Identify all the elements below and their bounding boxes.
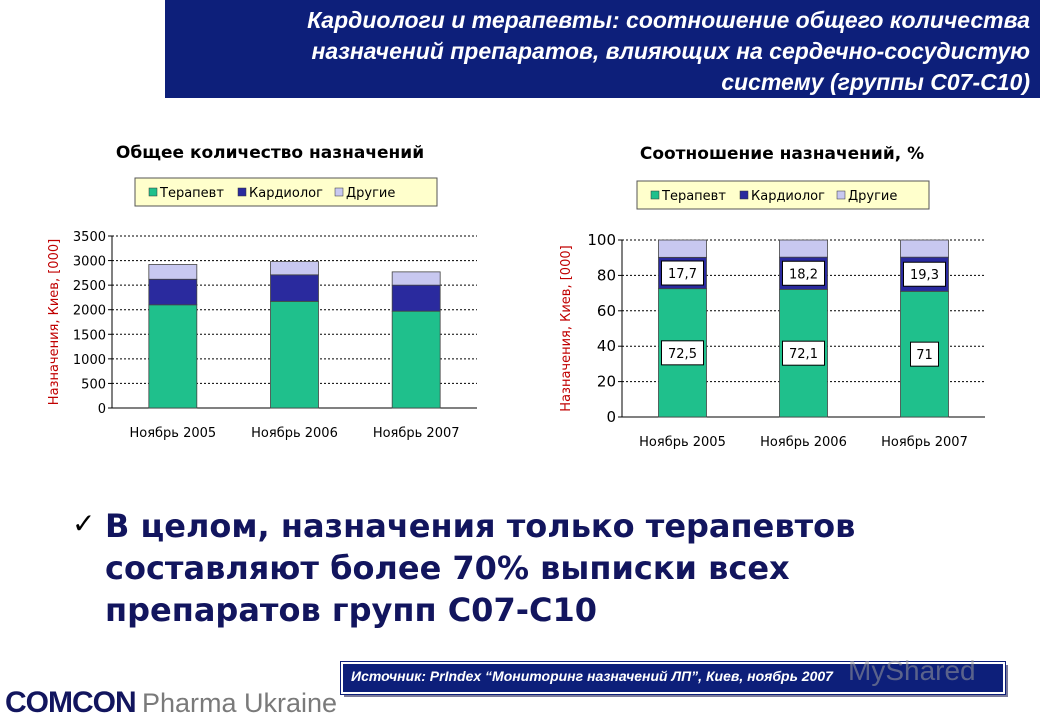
bar-other <box>779 239 828 258</box>
y-tick-label: 3500 <box>73 230 106 245</box>
data-label-therapist: 72,5 <box>668 347 697 362</box>
y-tick-label: 80 <box>597 266 616 284</box>
y-axis-label: Назначения, Киев, [000] <box>47 239 62 405</box>
y-tick-label: 20 <box>597 373 616 391</box>
bar-therapist <box>148 304 198 409</box>
y-tick-label: 0 <box>606 408 616 426</box>
checkmark-icon: ✓ <box>72 507 96 540</box>
y-tick-label: 2000 <box>73 304 106 319</box>
data-label-cardiologist: 19,3 <box>910 268 939 283</box>
bar-cardiologist <box>148 278 198 306</box>
chart-title: Общее количество назначений <box>116 143 424 163</box>
data-label-box <box>782 260 825 286</box>
slide-title-line-2: назначений препаратов, влияющих на серде… <box>311 38 1030 64</box>
legend-swatch-cardiologist <box>739 190 749 200</box>
bar-cardiologist <box>270 274 319 302</box>
legend-box <box>636 180 930 210</box>
x-tick-label: Ноябрь 2007 <box>881 435 968 450</box>
data-label-box <box>782 340 825 366</box>
bar-therapist <box>391 310 441 409</box>
y-axis-label: Назначения, Киев, [000] <box>559 245 574 411</box>
data-label-box <box>661 260 704 286</box>
summary-text: В целом, назначения только терапевтов со… <box>105 507 856 629</box>
prescription-share-chart: Соотношение назначений, % Терапевт Кардиол… <box>559 144 985 450</box>
legend-label-other: Другие <box>346 186 395 201</box>
legend-swatch-other <box>836 190 846 200</box>
legend-box <box>134 177 438 207</box>
legend-swatch-therapist <box>650 190 660 200</box>
logo-brand: COMCON <box>5 686 137 719</box>
bar-other <box>658 239 707 258</box>
source-box: Источник: PrIndex “Мониторинг назначений… <box>340 661 1006 695</box>
y-tick-label: 1000 <box>73 353 106 368</box>
y-tick-label: 60 <box>597 302 616 320</box>
bar-cardiologist <box>391 284 441 312</box>
slide-title: Кардиологи и терапевты: соотношение обще… <box>170 5 1030 98</box>
header-banner: Кардиологи и терапевты: соотношение обще… <box>165 0 1040 98</box>
y-tick-label: 1500 <box>73 328 106 343</box>
x-tick-label: Ноябрь 2006 <box>251 426 338 441</box>
data-label-box <box>661 340 704 366</box>
legend-label-other: Другие <box>848 189 897 204</box>
data-label-box <box>910 341 939 367</box>
legend-label-cardiologist: Кардиолог <box>751 189 825 204</box>
x-tick-label: Ноябрь 2005 <box>129 426 216 441</box>
y-tick-label: 2500 <box>73 279 106 294</box>
x-tick-label: Ноябрь 2006 <box>760 435 847 450</box>
data-label-box <box>903 261 946 287</box>
company-logo: COMCON Pharma Ukraine <box>0 686 360 720</box>
bar-other <box>270 261 319 276</box>
chart-title: Соотношение назначений, % <box>640 144 924 164</box>
bar-other <box>391 271 441 286</box>
slide-title-line-3: систему (группы С07-С10) <box>721 69 1030 95</box>
legend-label-therapist: Терапевт <box>661 189 726 204</box>
bar-other <box>900 239 949 258</box>
legend-label-cardiologist: Кардиолог <box>249 186 323 201</box>
slide-title-line-1: Кардиологи и терапевты: соотношение обще… <box>307 7 1030 33</box>
watermark-text: MyShared <box>848 655 976 686</box>
y-tick-label: 0 <box>98 402 106 417</box>
total-prescriptions-chart: Общее количество назначений Терапевт Карди… <box>47 143 477 441</box>
data-label-cardiologist: 17,7 <box>668 267 697 282</box>
source-text: Источник: PrIndex “Мониторинг назначений… <box>351 668 833 684</box>
bar-other <box>148 264 198 280</box>
y-tick-label: 40 <box>597 337 616 355</box>
legend-swatch-other <box>334 187 344 197</box>
y-tick-label: 500 <box>81 377 106 392</box>
legend-swatch-therapist <box>148 187 158 197</box>
y-tick-label: 3000 <box>73 255 106 270</box>
bar-therapist <box>270 300 319 409</box>
data-label-cardiologist: 18,2 <box>789 267 818 282</box>
data-label-therapist: 72,1 <box>789 347 818 362</box>
legend-swatch-cardiologist <box>237 187 247 197</box>
y-tick-label: 100 <box>587 231 616 249</box>
x-tick-label: Ноябрь 2007 <box>373 426 460 441</box>
legend-label-therapist: Терапевт <box>159 186 224 201</box>
data-label-therapist: 71 <box>916 348 933 363</box>
logo-subtitle: Pharma Ukraine <box>142 688 338 718</box>
x-tick-label: Ноябрь 2005 <box>639 435 726 450</box>
